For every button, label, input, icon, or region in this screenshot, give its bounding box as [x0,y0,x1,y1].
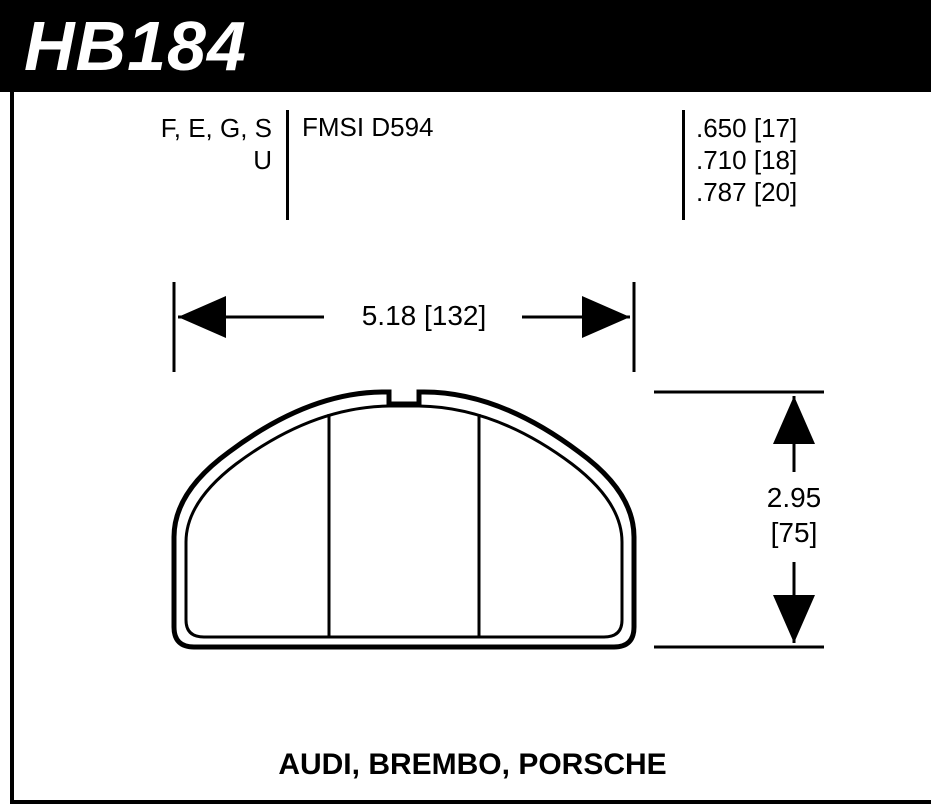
content-frame: F, E, G, S U FMSI D594 .650 [17] .710 [1… [10,92,931,804]
technical-diagram: 5.18 [132] 2.95 [75] [54,262,914,712]
header-band: HB184 [0,0,931,92]
compounds-line1: F, E, G, S [112,112,272,144]
thickness-row-0: .650 [17] [696,112,797,144]
spec-row: F, E, G, S U FMSI D594 .650 [17] .710 [1… [14,104,931,224]
part-number: HB184 [24,6,247,86]
brake-pad-shape [174,392,634,647]
height-dimension: 2.95 [75] [654,392,824,647]
width-label: 5.18 [132] [362,300,487,331]
height-label-in: 2.95 [767,482,822,513]
width-dimension: 5.18 [132] [174,282,634,372]
compound-codes: F, E, G, S U [112,112,272,176]
thickness-list: .650 [17] .710 [18] .787 [20] [696,112,797,208]
thickness-row-2: .787 [20] [696,176,797,208]
compounds-line2: U [112,144,272,176]
fmsi-code: FMSI D594 [302,112,434,143]
separator-2 [682,110,685,220]
thickness-row-1: .710 [18] [696,144,797,176]
applications: AUDI, BREMBO, PORSCHE [14,748,931,782]
separator-1 [286,110,289,220]
diagram-svg: 5.18 [132] 2.95 [75] [54,262,914,722]
height-label-mm: [75] [771,517,818,548]
